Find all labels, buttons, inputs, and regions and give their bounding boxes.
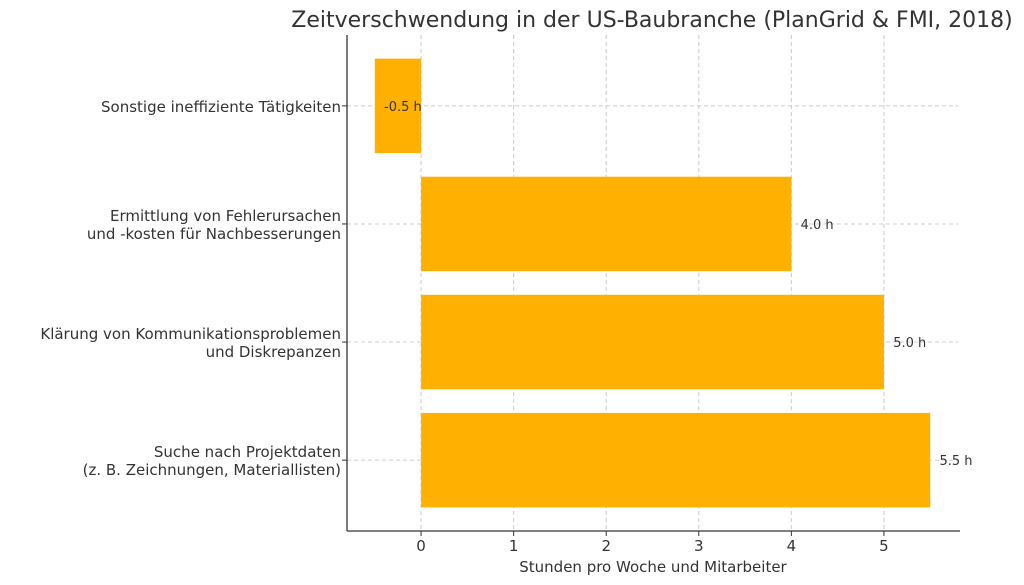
y-tick-label-line: Suche nach Projektdaten: [154, 443, 341, 461]
axes: 0 1 2 3 4 5 Suche nach Projektdaten (z. B. Zeic…: [40, 35, 960, 555]
x-tick-label: 0: [416, 537, 426, 555]
x-tick-label: 3: [694, 537, 704, 555]
y-tick-label: Klärung von Kommunikationsproblemen und D…: [40, 325, 341, 361]
y-tick-label-line: Sonstige ineffiziente Tätigkeiten: [101, 98, 341, 116]
x-tick-label: 4: [787, 537, 797, 555]
x-axis-label: Stunden pro Woche und Mitarbeiter: [519, 558, 787, 576]
y-tick-label-line: und Diskrepanzen: [206, 343, 341, 361]
data-labels: 5.5 h 5.0 h 4.0 h -0.5 h: [384, 100, 973, 469]
x-tick-label: 1: [509, 537, 519, 555]
bars: [374, 58, 931, 508]
data-label: 5.0 h: [893, 336, 926, 351]
y-tick-label: Ermittlung von Fehlerursachen und -kosten…: [87, 207, 341, 243]
data-label: 5.5 h: [939, 454, 972, 469]
y-tick-label-line: Ermittlung von Fehlerursachen: [110, 207, 341, 225]
x-tick-label: 2: [601, 537, 611, 555]
x-tick-label: 5: [879, 537, 889, 555]
y-tick-label-line: und -kosten für Nachbesserungen: [87, 225, 341, 243]
bar: [421, 412, 931, 508]
bar: [421, 176, 792, 272]
y-tick-label-line: (z. B. Zeichnungen, Materiallisten): [83, 461, 341, 479]
data-label: 4.0 h: [801, 218, 834, 233]
y-tick-label-line: Klärung von Kommunikationsproblemen: [40, 325, 341, 343]
bar: [421, 294, 884, 390]
chart-title: Zeitverschwendung in der US-Baubranche (…: [291, 8, 1012, 33]
data-label: -0.5 h: [384, 100, 422, 115]
bar: [374, 58, 422, 154]
y-tick-label: Sonstige ineffiziente Tätigkeiten: [101, 98, 341, 116]
y-tick-label: Suche nach Projektdaten (z. B. Zeichnunge…: [83, 443, 341, 479]
